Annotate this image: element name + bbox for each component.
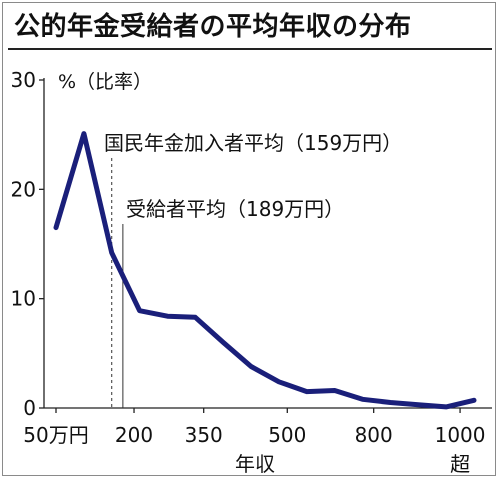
x-tick-label: 200 <box>115 423 153 447</box>
chart-title: 公的年金受給者の平均年収の分布 <box>14 12 412 42</box>
x-tick-label: 350 <box>185 423 223 447</box>
x-axis-label: 年収 <box>235 452 275 476</box>
x-tick-sublabel: 超 <box>450 452 470 476</box>
x-tick-label: 50万円 <box>23 423 88 447</box>
y-tick-label: 0 <box>23 396 36 420</box>
x-tick-label: 500 <box>268 423 306 447</box>
x-tick-label: 800 <box>355 423 393 447</box>
y-tick-label: 20 <box>11 177 36 201</box>
x-tick-label: 1000 <box>435 423 486 447</box>
series-line <box>53 131 477 410</box>
y-tick-label: 30 <box>11 68 36 92</box>
title-divider <box>8 48 492 50</box>
reference-line-label: 国民年金加入者平均（159万円） <box>104 131 402 155</box>
y-axis-label: %（比率） <box>58 71 152 93</box>
reference-line-label: 受給者平均（189万円） <box>126 197 344 221</box>
y-tick-label: 10 <box>11 287 36 311</box>
chart-frame <box>2 2 496 476</box>
